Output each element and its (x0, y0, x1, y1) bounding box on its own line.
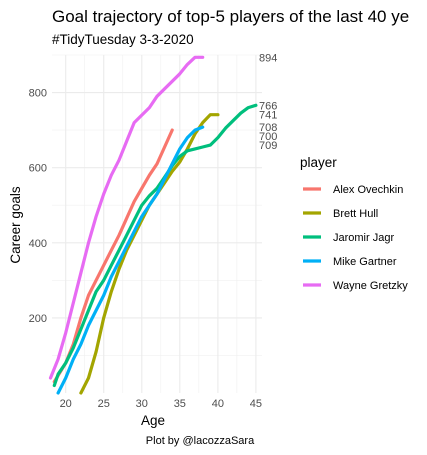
y-tick-label: 400 (29, 238, 47, 250)
chart-title: Goal trajectory of top-5 players of the … (52, 7, 409, 26)
x-tick-label: 40 (212, 398, 224, 410)
x-axis-label: Age (141, 413, 165, 428)
y-axis-ticks: 200 400 600 800 (29, 88, 47, 325)
legend-label: Wayne Gretzky (333, 280, 408, 292)
end-label: 766 (259, 100, 277, 112)
legend-label: Mike Gartner (333, 256, 397, 268)
end-label: 700 (259, 131, 277, 143)
y-tick-label: 800 (29, 88, 47, 100)
legend-items: Alex Ovechkin Brett Hull Jaromir Jagr Mike … (303, 184, 408, 292)
y-tick-label: 600 (29, 163, 47, 175)
chart-caption: Plot by @lacozzaSara (146, 435, 255, 447)
series-lines (48, 55, 258, 395)
x-tick-label: 25 (98, 398, 110, 410)
end-label: 709 (259, 140, 277, 152)
series-line-alex-ovechkin (52, 128, 174, 384)
x-tick-label: 20 (60, 398, 72, 410)
plot-panel (48, 54, 262, 395)
series-line-mike-gartner (56, 125, 205, 395)
y-axis-label: Career goals (8, 186, 23, 264)
grid-lines (52, 54, 262, 393)
legend-label: Jaromir Jagr (333, 232, 394, 244)
series-line-brett-hull (79, 113, 220, 395)
series-line-jaromir-jagr (52, 103, 258, 388)
end-label: 741 (259, 110, 277, 122)
legend-label: Brett Hull (333, 208, 378, 220)
series-line-wayne-gretzky (48, 55, 205, 380)
x-axis-ticks: 20 25 30 35 40 45 (60, 398, 262, 410)
x-tick-label: 45 (250, 398, 262, 410)
y-tick-label: 200 (29, 313, 47, 325)
end-label: 708 (259, 122, 277, 134)
end-label: 894 (259, 52, 277, 64)
legend-title: player (300, 155, 337, 170)
legend-label: Alex Ovechkin (333, 184, 403, 196)
legend: player Alex Ovechkin Brett Hull Jaromir Ja… (300, 155, 408, 292)
x-tick-label: 35 (174, 398, 186, 410)
chart-subtitle: #TidyTuesday 3-3-2020 (52, 32, 194, 47)
x-tick-label: 30 (136, 398, 148, 410)
